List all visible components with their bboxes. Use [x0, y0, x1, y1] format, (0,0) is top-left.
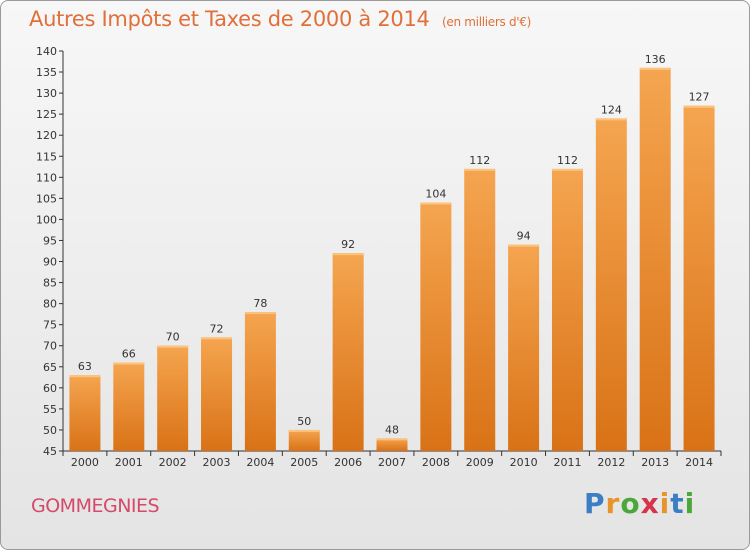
x-tick-label: 2010 — [510, 456, 538, 469]
chart-bars — [69, 67, 715, 452]
x-tick-label: 2006 — [334, 456, 362, 469]
bar-2002 — [157, 345, 189, 451]
y-tick-label: 105 — [36, 192, 57, 205]
logo-letter: o — [620, 487, 641, 520]
x-tick-label: 2012 — [597, 456, 625, 469]
bar-highlight — [464, 168, 496, 171]
chart-title: Autres Impôts et Taxes de 2000 à 2014 (e… — [29, 7, 531, 31]
x-tick-label: 2000 — [71, 456, 99, 469]
bar-highlight — [595, 118, 627, 121]
bar-2004 — [244, 312, 276, 451]
proxiti-logo: Proxiti — [584, 487, 695, 520]
logo-letter: i — [684, 487, 696, 520]
x-tick-label: 2001 — [115, 456, 143, 469]
y-tick-label: 125 — [36, 108, 57, 121]
bar-value-label: 104 — [425, 188, 446, 201]
bar-highlight — [683, 105, 715, 108]
x-tick-label: 2011 — [553, 456, 581, 469]
y-tick-label: 65 — [43, 361, 57, 374]
y-tick-label: 45 — [43, 445, 57, 458]
bar-value-label: 112 — [469, 154, 490, 167]
y-tick-label: 130 — [36, 87, 57, 100]
y-tick-label: 70 — [43, 340, 57, 353]
y-tick-label: 90 — [43, 256, 57, 269]
bar-2008 — [420, 202, 452, 451]
x-tick-label: 2009 — [466, 456, 494, 469]
bar-2003 — [201, 337, 233, 451]
bar-2006 — [332, 253, 364, 451]
y-tick-label: 75 — [43, 319, 57, 332]
logo-letter: t — [670, 487, 685, 520]
bar-highlight — [288, 429, 320, 432]
bar-value-label: 72 — [210, 322, 224, 335]
chart-unit: (en milliers d'€) — [442, 15, 532, 29]
x-tick-label: 2014 — [685, 456, 713, 469]
bar-highlight — [551, 168, 583, 171]
bar-2000 — [69, 375, 101, 451]
bar-value-label: 63 — [78, 360, 92, 373]
bar-value-label: 50 — [297, 415, 311, 428]
y-tick-label: 100 — [36, 213, 57, 226]
bar-highlight — [332, 253, 364, 256]
chart-title-text: Autres Impôts et Taxes de 2000 à 2014 — [29, 7, 430, 31]
x-tick-label: 2003 — [203, 456, 231, 469]
y-tick-label: 135 — [36, 66, 57, 79]
bar-value-label: 124 — [601, 103, 622, 116]
bar-value-label: 92 — [341, 238, 355, 251]
logo-letter: P — [584, 487, 606, 520]
bar-2013 — [639, 67, 671, 451]
bar-value-label: 78 — [253, 297, 267, 310]
bar-highlight — [157, 345, 189, 348]
bar-highlight — [244, 312, 276, 315]
x-tick-label: 2004 — [246, 456, 274, 469]
x-tick-label: 2008 — [422, 456, 450, 469]
y-tick-label: 50 — [43, 424, 57, 437]
bar-2012 — [595, 118, 627, 452]
bar-2011 — [551, 168, 583, 452]
bar-value-label: 94 — [517, 230, 531, 243]
bar-2007 — [376, 438, 408, 451]
bar-value-label: 136 — [645, 53, 666, 66]
x-tick-label: 2002 — [159, 456, 187, 469]
y-tick-label: 85 — [43, 277, 57, 290]
bar-2005 — [288, 429, 320, 451]
bar-value-label: 127 — [689, 91, 710, 104]
bar-value-label: 112 — [557, 154, 578, 167]
bar-highlight — [639, 67, 671, 70]
bar-2001 — [113, 362, 145, 451]
y-tick-label: 140 — [36, 45, 57, 58]
bar-value-label: 48 — [385, 423, 399, 436]
y-tick-label: 120 — [36, 129, 57, 142]
city-name: GOMMEGNIES — [31, 495, 160, 517]
logo-letter: x — [640, 487, 660, 520]
x-tick-label: 2013 — [641, 456, 669, 469]
chart-axes: 45 50 55 60 65 70 75 80 85 90 95 100 105 110 115 120 125… — [36, 45, 722, 458]
y-tick-label: 95 — [43, 234, 57, 247]
y-tick-label: 60 — [43, 382, 57, 395]
chart-labels: 63 2000 66 2001 70 2002 72 2003 78 2004 50 2005 92 20… — [71, 53, 713, 469]
bar-2010 — [508, 244, 540, 451]
y-tick-label: 110 — [36, 171, 57, 184]
bar-value-label: 70 — [166, 331, 180, 344]
bar-highlight — [376, 438, 408, 441]
logo-letter: r — [605, 487, 621, 520]
x-tick-label: 2005 — [290, 456, 318, 469]
bar-highlight — [420, 202, 452, 205]
bar-highlight — [201, 337, 233, 340]
bar-value-label: 66 — [122, 348, 136, 361]
x-tick-label: 2007 — [378, 456, 406, 469]
bar-highlight — [508, 244, 540, 247]
bar-highlight — [113, 362, 145, 365]
y-tick-label: 80 — [43, 298, 57, 311]
logo-letter: i — [659, 487, 671, 520]
y-tick-label: 55 — [43, 403, 57, 416]
bar-2014 — [683, 105, 715, 451]
bar-highlight — [69, 375, 101, 378]
bar-2009 — [464, 168, 496, 452]
y-tick-label: 115 — [36, 150, 57, 163]
